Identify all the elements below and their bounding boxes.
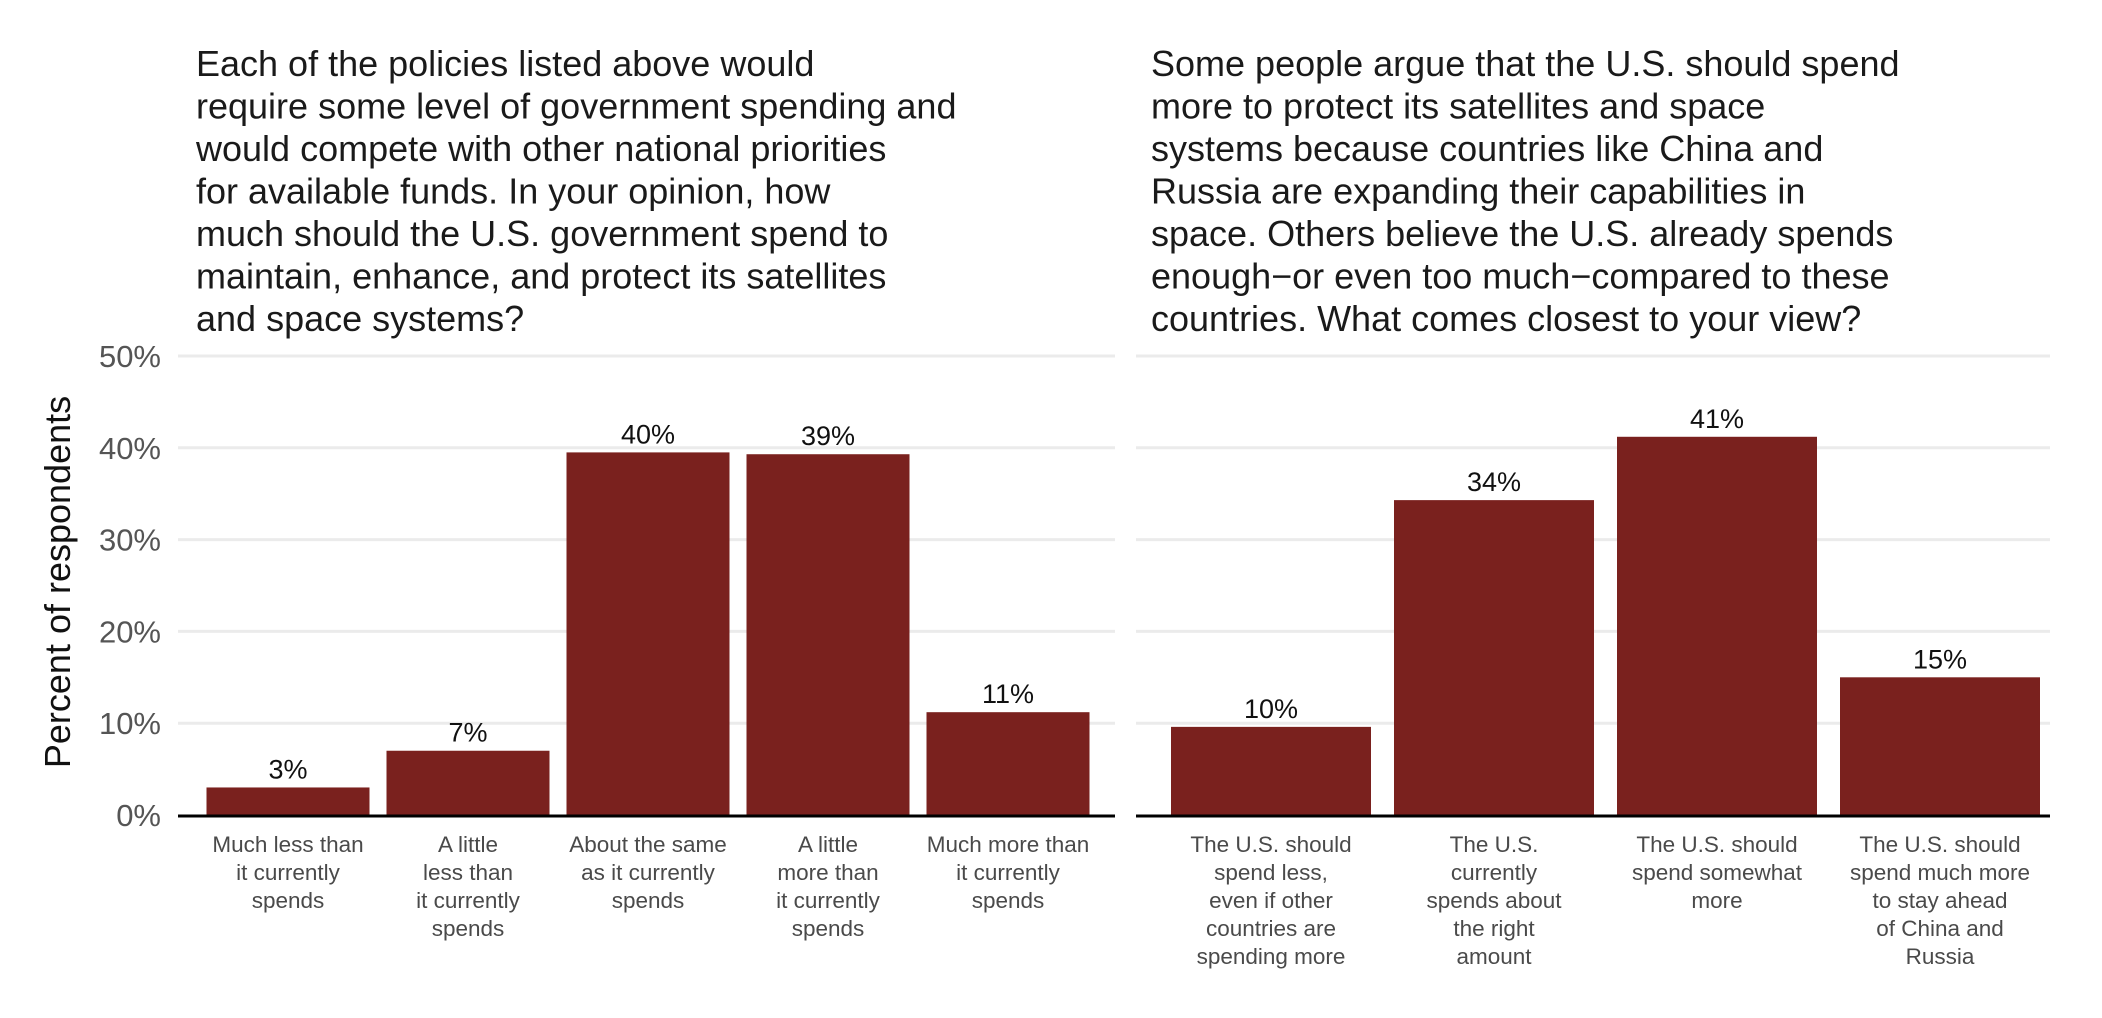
category-line: spends: [972, 888, 1045, 913]
category-line: spends: [612, 888, 685, 913]
category-line: spends: [792, 916, 865, 941]
bar-value-label: 7%: [448, 718, 487, 748]
category-line: spends: [432, 916, 505, 941]
category-line: About the same: [569, 832, 727, 857]
category-line: more than: [777, 860, 878, 885]
category-line: spends: [252, 888, 325, 913]
category-line: it currently: [776, 888, 881, 913]
title-line: and space systems?: [196, 298, 524, 339]
category-line: less than: [423, 860, 513, 885]
y-tick-label: 50%: [99, 339, 161, 374]
bar: [1394, 500, 1594, 815]
bar: [206, 787, 370, 815]
category-line: Much less than: [212, 832, 363, 857]
category-line: The U.S. should: [1190, 832, 1351, 857]
category-label: Much less than it currently spends: [212, 832, 363, 913]
category-label: A little less than it currently spends: [416, 832, 521, 941]
title-line: maintain, enhance, and protect its satel…: [196, 256, 886, 297]
category-line: of China and: [1876, 916, 2004, 941]
bar-value-label: 15%: [1913, 644, 1967, 674]
category-line: currently: [1451, 860, 1538, 885]
category-line: it currently: [236, 860, 341, 885]
bar: [1840, 677, 2040, 815]
title-line: enough−or even too much−compared to thes…: [1151, 256, 1890, 297]
left-panel: Each of the policies listed above would r…: [99, 43, 1115, 941]
bar: [1617, 436, 1817, 815]
category-label: The U.S. currently spends about the right am…: [1426, 832, 1562, 969]
category-line: the right: [1453, 916, 1535, 941]
category-label: A little more than it currently spends: [776, 832, 881, 941]
title-line: countries. What comes closest to your vi…: [1151, 298, 1861, 339]
category-line: The U.S. should: [1859, 832, 2020, 857]
title-line: Some people argue that the U.S. should s…: [1151, 43, 1900, 84]
category-label: Much more than it currently spends: [927, 832, 1090, 913]
y-tick-label: 20%: [99, 614, 161, 649]
bar-value-label: 40%: [621, 419, 675, 449]
bar-value-label: 11%: [982, 679, 1034, 709]
bar: [746, 454, 910, 815]
category-line: more: [1691, 888, 1742, 913]
title-line: require some level of government spendin…: [196, 86, 956, 127]
category-label: The U.S. should spend much more to stay ah…: [1850, 832, 2030, 969]
y-tick-label: 10%: [99, 706, 161, 741]
category-line: spend somewhat: [1632, 860, 1803, 885]
title-line: Russia are expanding their capabilities …: [1151, 171, 1805, 212]
category-line: spends about: [1426, 888, 1562, 913]
category-line: A little: [798, 832, 858, 857]
category-line: A little: [438, 832, 498, 857]
category-label: The U.S. should spend less, even if other c…: [1190, 832, 1351, 969]
category-line: spending more: [1197, 944, 1346, 969]
bar-value-label: 10%: [1244, 694, 1298, 724]
category-line: it currently: [416, 888, 521, 913]
y-tick-label: 30%: [99, 523, 161, 558]
bar-value-label: 34%: [1467, 467, 1521, 497]
title-line: space. Others believe the U.S. already s…: [1151, 213, 1893, 254]
panel-title: Some people argue that the U.S. should s…: [1151, 43, 1900, 339]
category-line: it currently: [956, 860, 1061, 885]
bar-value-label: 39%: [801, 421, 855, 451]
panel-title: Each of the policies listed above would r…: [195, 43, 956, 339]
title-line: more to protect its satellites and space: [1151, 86, 1765, 127]
y-tick-label: 0%: [116, 798, 161, 833]
category-line: even if other: [1209, 888, 1333, 913]
right-panel: Some people argue that the U.S. should s…: [1136, 43, 2050, 969]
bar: [926, 712, 1090, 815]
title-line: would compete with other national priori…: [195, 128, 886, 169]
category-label: The U.S. should spend somewhat more: [1632, 832, 1803, 913]
bar-value-label: 41%: [1690, 404, 1744, 434]
category-line: countries are: [1206, 916, 1336, 941]
category-line: spend less,: [1214, 860, 1328, 885]
category-line: The U.S. should: [1636, 832, 1797, 857]
bar: [386, 750, 550, 815]
category-line: The U.S.: [1450, 832, 1539, 857]
category-line: Russia: [1906, 944, 1975, 969]
title-line: much should the U.S. government spend to: [196, 213, 888, 254]
title-line: systems because countries like China and: [1151, 128, 1823, 169]
y-tick-label: 40%: [99, 431, 161, 466]
title-line: Each of the policies listed above would: [196, 43, 814, 84]
category-label: About the same as it currently spends: [569, 832, 727, 913]
bar: [566, 452, 730, 815]
category-line: spend much more: [1850, 860, 2030, 885]
y-axis-label: Percent of respondents: [37, 396, 78, 768]
bar: [1171, 726, 1371, 815]
category-line: to stay ahead: [1872, 888, 2007, 913]
title-line: for available funds. In your opinion, ho…: [196, 171, 831, 212]
category-line: Much more than: [927, 832, 1090, 857]
category-line: amount: [1456, 944, 1532, 969]
bar-value-label: 3%: [268, 754, 307, 784]
category-line: as it currently: [581, 860, 716, 885]
